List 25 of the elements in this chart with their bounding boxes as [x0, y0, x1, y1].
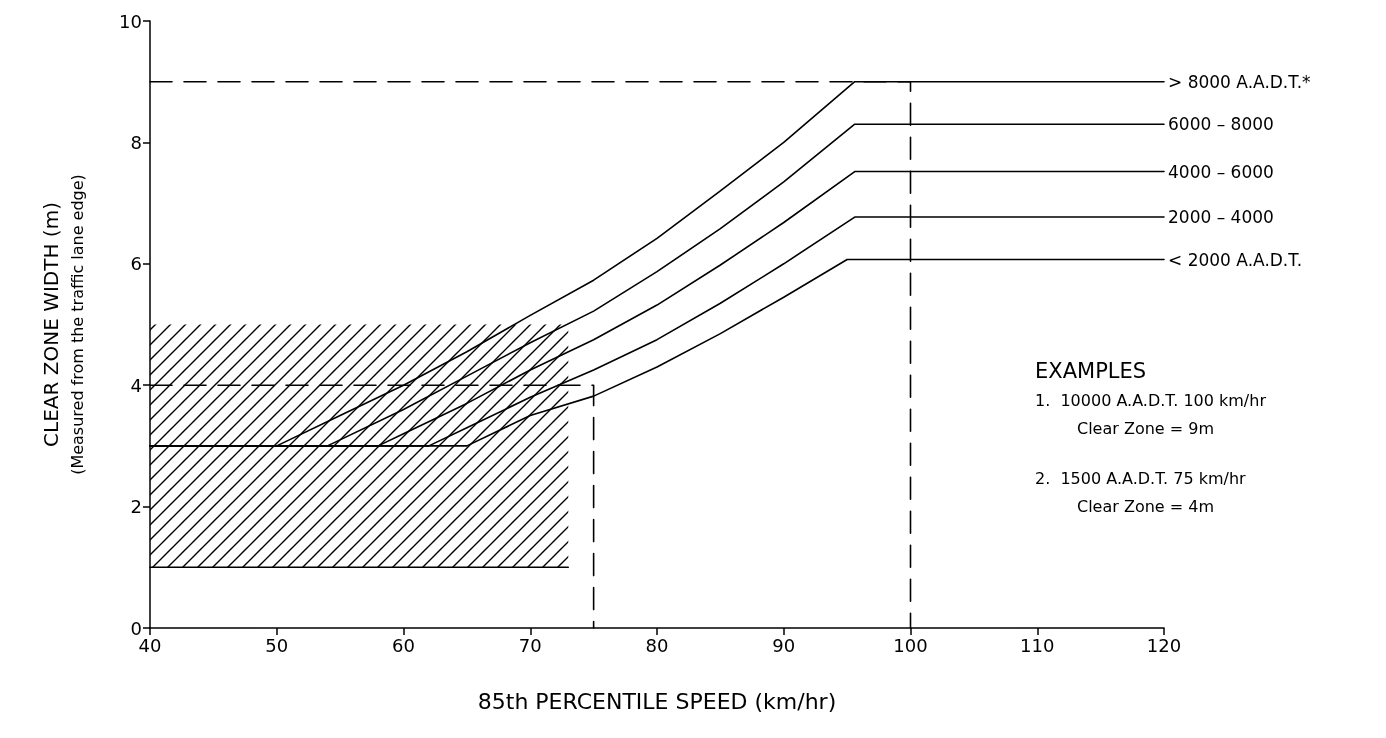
y-tick-label: 4	[130, 374, 142, 396]
series-label: < 2000 A.A.D.T.	[1168, 249, 1303, 270]
annotation: 2. 1500 A.A.D.T. 75 km/hr	[1035, 468, 1247, 488]
y-tick-label: 6	[130, 253, 142, 275]
x-tick-label: 50	[265, 634, 289, 656]
x-tick-label: 120	[1146, 634, 1182, 656]
x-tick-label: 60	[392, 634, 415, 656]
y-tick-label: 10	[119, 10, 142, 32]
y-axis-title: CLEAR ZONE WIDTH (m) (Measured from the traffic lane edge)	[39, 174, 87, 475]
x-tick-label: 90	[772, 634, 796, 656]
x-tick-label: 100	[893, 634, 928, 656]
y-tick-label: 8	[130, 131, 142, 153]
series-label: 6000 – 8000	[1168, 114, 1274, 135]
series-label: 2000 – 4000	[1168, 207, 1274, 228]
series-label: > 8000 A.A.D.T.*	[1168, 71, 1311, 92]
y-tick-label: 2	[130, 496, 142, 518]
x-tick-label: 70	[518, 634, 542, 656]
x-tick-label: 110	[1020, 634, 1055, 656]
x-tick-label: 80	[645, 634, 669, 656]
annotation: EXAMPLES	[1035, 358, 1147, 383]
series-label: 4000 – 6000	[1168, 161, 1274, 182]
annotation: Clear Zone = 9m	[1077, 418, 1215, 438]
annotation: 1. 10000 A.A.D.T. 100 km/hr	[1035, 390, 1267, 410]
annotation: Clear Zone = 4m	[1077, 496, 1215, 516]
x-axis-title: 85th PERCENTILE SPEED (km/hr)	[477, 688, 837, 714]
